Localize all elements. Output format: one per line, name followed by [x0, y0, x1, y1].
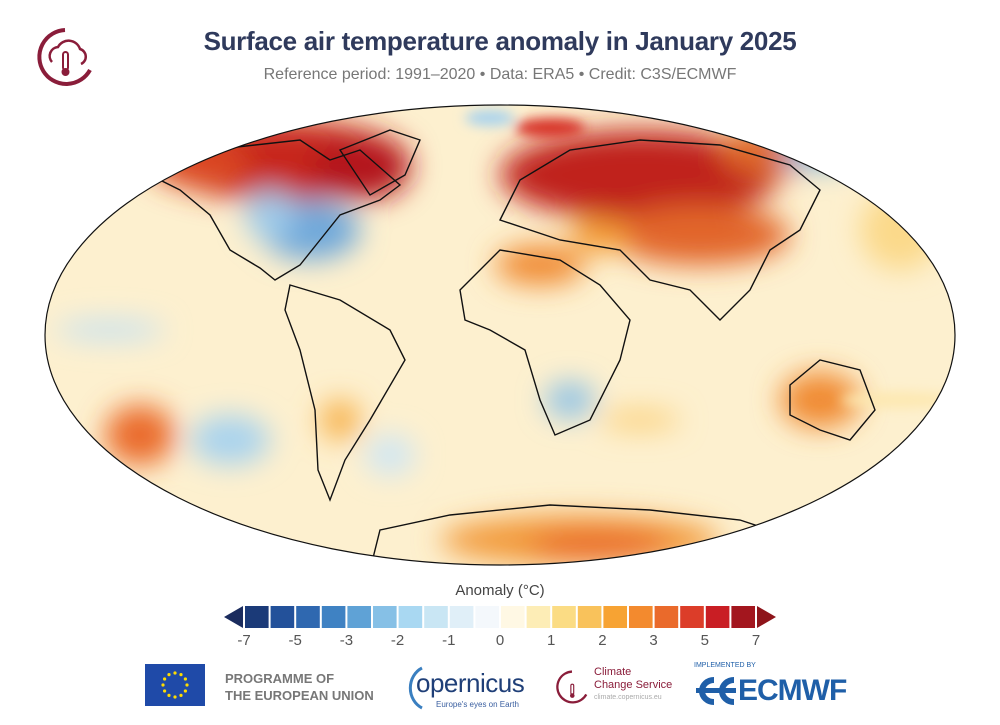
ecmwf-implemented-by: IMPLEMENTED BY	[694, 662, 756, 669]
colorbar-bin	[270, 606, 295, 628]
eu-star-icon	[185, 683, 189, 687]
eu-text-line2: THE EUROPEAN UNION	[225, 688, 374, 703]
colorbar-title: Anomaly (°C)	[455, 582, 545, 599]
colorbar-bin	[424, 606, 448, 628]
eu-star-icon	[183, 677, 187, 681]
colorbar-tick-label: -2	[390, 632, 405, 649]
colorbar-bin	[526, 606, 551, 628]
colorbar-bin	[629, 606, 653, 628]
eu-star-icon	[167, 693, 171, 697]
colorbar-bin	[398, 606, 423, 628]
colorbar-tick-label: -7	[237, 632, 251, 649]
eu-star-icon	[161, 683, 165, 687]
copernicus-tagline: Europe's eyes on Earth	[436, 700, 519, 709]
colorbar-bin	[296, 606, 320, 628]
colorbar-bin	[245, 606, 269, 628]
colorbar-tick-label: 5	[700, 632, 709, 649]
copernicus-wordmark: opernicus	[416, 668, 525, 698]
colorbar-tick-label: -3	[339, 632, 354, 649]
colorbar-tick-label: 0	[495, 632, 505, 649]
anomaly-map	[44, 104, 956, 566]
c3s-logo-icon	[37, 28, 92, 86]
eu-star-icon	[179, 693, 183, 697]
c3s-small-icon	[556, 670, 588, 704]
eu-star-icon	[179, 673, 183, 677]
c3s-line1: Climate	[594, 666, 632, 678]
colorbar-bin	[731, 606, 755, 628]
ecmwf-symbol-icon	[696, 677, 736, 705]
colorbar-tick-label: -5	[288, 632, 302, 649]
footer-logos: PROGRAMME OF THE EUROPEAN UNION opernicu…	[0, 660, 1000, 720]
c3s-logo: Climate Change Service climate.copernicu…	[552, 662, 682, 712]
colorbar-bin	[654, 606, 679, 628]
ecmwf-logo: IMPLEMENTED BY ECMWF	[690, 662, 870, 712]
colorbar-bin	[552, 606, 576, 628]
page-title: Surface air temperature anomaly in Janua…	[203, 26, 797, 56]
c3s-url: climate.copernicus.eu	[594, 694, 662, 701]
colorbar-over-arrow	[757, 606, 776, 628]
ecmwf-wordmark: ECMWF	[738, 674, 847, 707]
colorbar-tick-label: 3	[649, 632, 658, 649]
colorbar-bin	[321, 606, 346, 628]
colorbar-bin	[347, 606, 371, 628]
colorbar-tick-label: -1	[442, 632, 456, 649]
colorbar-tick-label: 2	[598, 632, 607, 649]
eu-star-icon	[173, 671, 177, 675]
eu-star-icon	[163, 677, 167, 681]
colorbar-tick-label: 7	[751, 632, 761, 649]
colorbar	[224, 606, 776, 628]
colorbar-under-arrow	[224, 606, 243, 628]
colorbar-bin	[705, 606, 730, 628]
anomaly-field	[45, 105, 955, 565]
colorbar-bin	[373, 606, 397, 628]
coastlines	[148, 129, 876, 565]
colorbar-bin	[501, 606, 525, 628]
eu-star-icon	[167, 673, 171, 677]
colorbar-tick-label: 1	[547, 632, 556, 649]
copernicus-logo: opernicus Europe's eyes on Earth	[398, 662, 528, 712]
map-border	[44, 104, 956, 566]
copernicus-c-icon	[408, 666, 423, 710]
eu-programme-text: PROGRAMME OF THE EUROPEAN UNION	[225, 670, 374, 704]
page-subtitle: Reference period: 1991–2020 • Data: ERA5…	[263, 66, 737, 83]
colorbar-bin	[680, 606, 704, 628]
eu-text-line1: PROGRAMME OF	[225, 671, 335, 686]
colorbar-bin	[449, 606, 474, 628]
c3s-line2: Change Service	[594, 679, 673, 691]
colorbar-bin	[577, 606, 602, 628]
eu-flag-icon	[145, 664, 205, 706]
colorbar-bin	[603, 606, 627, 628]
eu-star-icon	[183, 689, 187, 693]
colorbar-ticks: -7 -5 -3 -2 -1 0 1 2 3 5 7	[0, 632, 1000, 652]
eu-star-icon	[163, 689, 167, 693]
eu-star-icon	[173, 695, 177, 699]
colorbar-bin	[475, 606, 499, 628]
